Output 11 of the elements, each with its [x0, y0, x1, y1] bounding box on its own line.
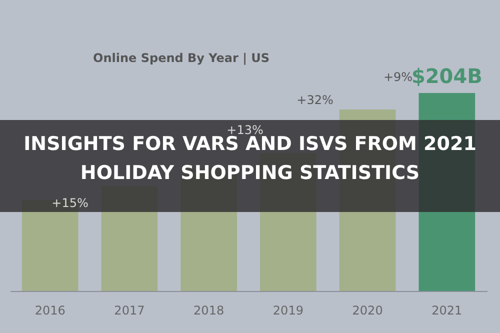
x-tick-label: 2017 [114, 304, 145, 318]
x-tick-label: 2019 [272, 304, 304, 318]
annotation: +32% [296, 93, 334, 107]
x-tick-label: 2021 [432, 304, 462, 318]
text: +9% [383, 70, 413, 84]
x-tick-label: 2020 [352, 304, 383, 318]
x-tick-label: 2018 [194, 304, 224, 318]
x-tick-label: 2016 [34, 304, 66, 318]
chart-subtitle: Online Spend By Year | US [93, 51, 270, 65]
annotation: +15% [52, 196, 88, 210]
data-label: $204B [411, 64, 482, 88]
